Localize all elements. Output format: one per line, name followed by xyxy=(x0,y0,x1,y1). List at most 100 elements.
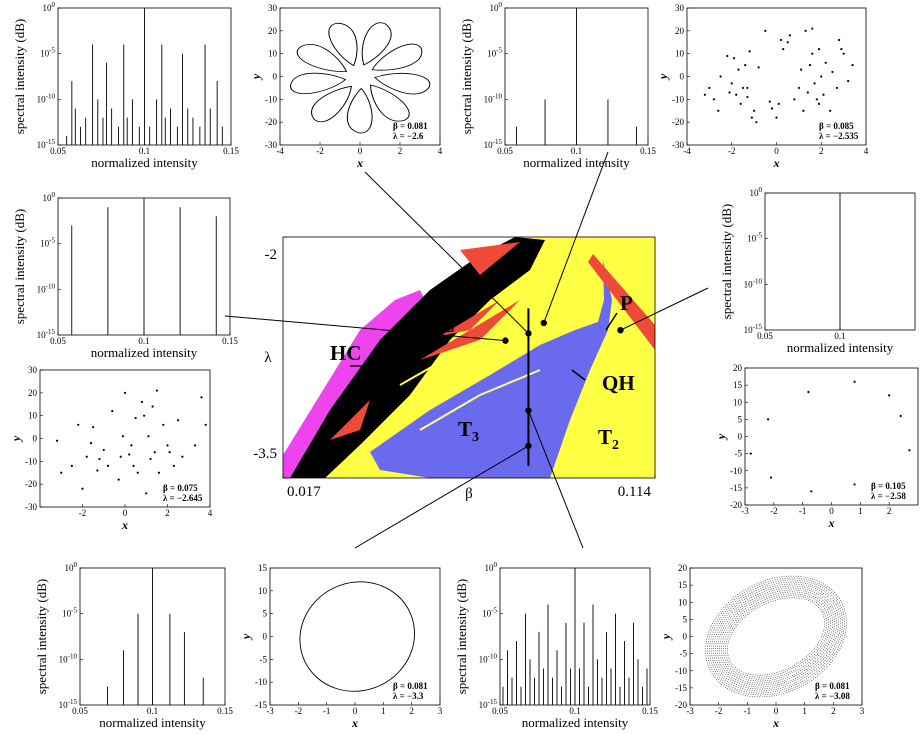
orbit-point xyxy=(746,86,749,90)
orbit-point xyxy=(132,464,135,467)
y-tick-label: 10 xyxy=(675,49,685,59)
y-tick-label: 0 xyxy=(683,632,688,642)
y-tick-label: 10 xyxy=(678,597,688,607)
y-tick-label: 10-10 xyxy=(479,652,498,664)
orbit-point xyxy=(813,82,816,85)
x-tick-label: 1 xyxy=(858,506,863,516)
parameter-label: β = 0.105 xyxy=(871,481,906,491)
tick-exponent: -5 xyxy=(756,232,762,240)
region-label: QH xyxy=(602,371,635,395)
bifurcation-map xyxy=(283,237,655,478)
orbit-curve xyxy=(299,581,415,692)
region-label: P xyxy=(620,291,633,315)
x-axis-label: x xyxy=(356,156,363,170)
parameter-label: β = 0.081 xyxy=(393,681,428,691)
y-tick-label: 0 xyxy=(273,72,278,82)
connector xyxy=(224,315,506,342)
x-tick-label: 0.114 xyxy=(618,484,652,500)
region-name: T xyxy=(598,425,612,449)
orbit-point xyxy=(136,471,139,474)
y-axis-label: y xyxy=(239,633,253,641)
x-tick-label: 2 xyxy=(165,508,170,518)
orbit-curve xyxy=(289,72,347,94)
x-tick-label: -2 xyxy=(295,706,303,716)
y-tick-label: 10-5 xyxy=(747,232,762,244)
x-tick-label: -1 xyxy=(323,706,331,716)
orbit-point xyxy=(808,63,812,67)
y-tick-label: -5 xyxy=(680,649,688,659)
parameter-label: λ = −2.645 xyxy=(163,493,203,503)
orbit-point xyxy=(815,98,818,101)
connector xyxy=(620,287,709,331)
pointer xyxy=(605,312,618,331)
x-tick-label: 0.1 xyxy=(569,706,580,716)
y-axis-label: y xyxy=(249,73,263,81)
y-tick-label: -15 xyxy=(255,700,267,710)
y-axis-label: spectral intensity (dB) xyxy=(12,19,27,135)
parameter-point xyxy=(525,442,532,450)
tick-exponent: -10 xyxy=(753,277,763,285)
x-tick-label: 3 xyxy=(860,706,865,716)
orbit-point xyxy=(847,79,850,83)
orbit-point xyxy=(172,464,175,467)
tick-exponent: -10 xyxy=(488,652,498,660)
y-tick-label: 20 xyxy=(28,388,38,398)
x-tick-label: 2 xyxy=(819,146,824,156)
orbit-point xyxy=(741,86,745,90)
orbit-curve xyxy=(723,593,829,680)
orbit-curve xyxy=(715,585,837,688)
y-tick-label: 10 xyxy=(258,586,268,596)
orbit-point xyxy=(719,75,722,78)
orbit-curve xyxy=(328,22,358,67)
orbit-point xyxy=(157,471,161,474)
orbit-point xyxy=(703,93,707,96)
orbit-curve xyxy=(717,587,835,686)
x-axis-label: normalized intensity xyxy=(91,345,198,360)
y-tick-label: -2 xyxy=(265,247,278,263)
orbit-point xyxy=(831,70,834,74)
region-name: P xyxy=(620,291,633,315)
orbit-point xyxy=(106,464,110,467)
x-tick-label: 2 xyxy=(409,706,414,716)
tick-base: 10 xyxy=(40,239,50,249)
y-tick-label: 20 xyxy=(733,363,743,373)
orbit-point xyxy=(204,423,207,426)
parameter-label: β = 0.085 xyxy=(819,121,854,131)
orbit-point xyxy=(177,419,180,422)
x-axis-label: normalized intensity xyxy=(91,155,198,170)
orbit-point xyxy=(181,455,184,458)
y-tick-label: 10-10 xyxy=(744,277,763,289)
y-tick-label: 100 xyxy=(43,1,56,13)
x-tick-label: 4 xyxy=(864,146,869,156)
orbit-point xyxy=(162,423,165,426)
orbit-point xyxy=(770,107,774,110)
orbit-point xyxy=(708,86,711,90)
orbit-curve xyxy=(311,85,352,123)
y-axis-label: spectral intensity (dB) xyxy=(459,19,474,135)
orbit-point xyxy=(748,50,751,53)
tick-exponent: -5 xyxy=(71,607,77,615)
orbit-curve xyxy=(374,72,431,95)
orbit-point xyxy=(842,52,845,55)
connector xyxy=(527,410,584,549)
plot-frame xyxy=(269,567,441,706)
tick-base: 10 xyxy=(37,284,47,294)
orbit-point xyxy=(744,63,747,67)
x-axis-label: x xyxy=(351,716,358,730)
tick-exponent: -15 xyxy=(488,698,498,706)
x-tick-label: 0.1 xyxy=(147,706,158,716)
x-axis-label: normalized intensity xyxy=(787,340,894,355)
x-tick-label: 0.05 xyxy=(757,331,773,341)
x-tick-label: 1 xyxy=(802,706,807,716)
orbit-point xyxy=(824,61,827,64)
tick-exponent: 0 xyxy=(74,561,78,569)
x-tick-label: -1 xyxy=(799,506,807,516)
orbit-point xyxy=(194,444,197,447)
streak xyxy=(440,300,500,336)
tick-base: 10 xyxy=(485,563,495,573)
orbit-point xyxy=(149,457,152,461)
y-tick-label: 20 xyxy=(675,26,685,36)
